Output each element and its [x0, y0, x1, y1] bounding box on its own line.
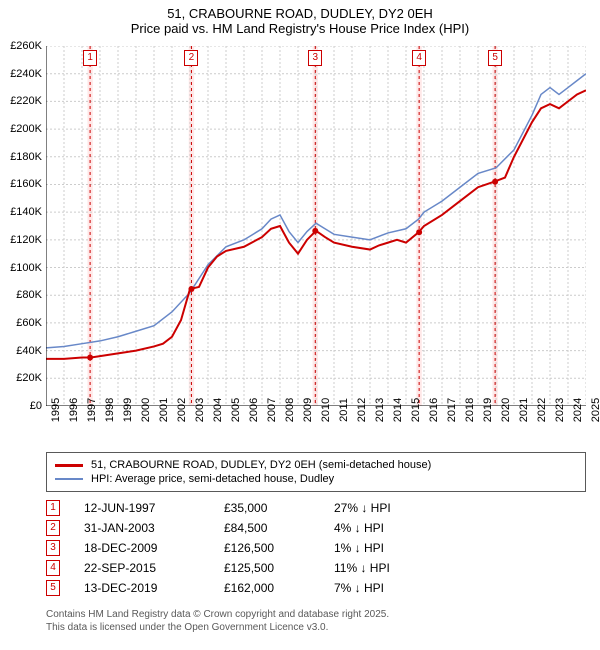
y-tick-label: £120K: [10, 234, 42, 246]
transaction-table: 1 12-JUN-1997£35,00027% ↓ HPI 2 31-JAN-2003…: [46, 496, 586, 600]
legend-item: HPI: Average price, semi-detached house,…: [55, 473, 577, 485]
x-tick-label: 2000: [140, 398, 152, 422]
chart-marker-2: 2: [184, 50, 198, 66]
legend-box: 51, CRABOURNE ROAD, DUDLEY, DY2 0EH (sem…: [46, 452, 586, 492]
transaction-marker: 1: [46, 500, 60, 516]
x-tick-label: 2013: [374, 398, 386, 422]
x-tick-label: 2014: [392, 398, 404, 422]
transaction-marker: 5: [46, 580, 60, 596]
chart-marker-1: 1: [83, 50, 97, 66]
y-tick-label: £160K: [10, 178, 42, 190]
y-axis-labels: £0£20K£40K£60K£80K£100K£120K£140K£160K£1…: [0, 46, 44, 406]
transaction-marker: 3: [46, 540, 60, 556]
transaction-row: 4 22-SEP-2015£125,50011% ↓ HPI: [46, 560, 586, 576]
x-tick-label: 2024: [572, 398, 584, 422]
legend-swatch: [55, 478, 83, 480]
transaction-date: 31-JAN-2003: [84, 521, 224, 535]
x-tick-label: 2005: [230, 398, 242, 422]
chart-svg: [46, 46, 586, 406]
x-tick-label: 2006: [248, 398, 260, 422]
y-tick-label: £80K: [16, 289, 42, 301]
x-tick-label: 2010: [320, 398, 332, 422]
x-axis-labels: 1995199619971998199920002001200220032004…: [46, 408, 586, 448]
x-tick-label: 2011: [338, 398, 350, 422]
chart-marker-5: 5: [488, 50, 502, 66]
legend-item: 51, CRABOURNE ROAD, DUDLEY, DY2 0EH (sem…: [55, 459, 577, 471]
x-tick-label: 2017: [446, 398, 458, 422]
y-tick-label: £140K: [10, 206, 42, 218]
footer-line2: This data is licensed under the Open Gov…: [46, 621, 389, 634]
x-tick-label: 2025: [590, 398, 600, 422]
transaction-price: £125,500: [224, 561, 334, 575]
transaction-row: 5 13-DEC-2019£162,0007% ↓ HPI: [46, 580, 586, 596]
x-tick-label: 2008: [284, 398, 296, 422]
x-tick-label: 2023: [554, 398, 566, 422]
y-tick-label: £200K: [10, 123, 42, 135]
chart-area: [46, 46, 586, 406]
x-tick-label: 2003: [194, 398, 206, 422]
transaction-price: £126,500: [224, 541, 334, 555]
y-tick-label: £60K: [16, 317, 42, 329]
transaction-price: £35,000: [224, 501, 334, 515]
transaction-row: 2 31-JAN-2003£84,5004% ↓ HPI: [46, 520, 586, 536]
x-tick-label: 2007: [266, 398, 278, 422]
transaction-row: 1 12-JUN-1997£35,00027% ↓ HPI: [46, 500, 586, 516]
transaction-pct: 7% ↓ HPI: [334, 581, 444, 595]
transaction-pct: 11% ↓ HPI: [334, 561, 444, 575]
x-tick-label: 2016: [428, 398, 440, 422]
y-tick-label: £40K: [16, 345, 42, 357]
transaction-date: 12-JUN-1997: [84, 501, 224, 515]
y-tick-label: £260K: [10, 40, 42, 52]
legend-swatch: [55, 464, 83, 467]
transaction-row: 3 18-DEC-2009£126,5001% ↓ HPI: [46, 540, 586, 556]
x-tick-label: 2022: [536, 398, 548, 422]
x-tick-label: 2019: [482, 398, 494, 422]
transaction-price: £84,500: [224, 521, 334, 535]
y-tick-label: £20K: [16, 372, 42, 384]
x-tick-label: 2001: [158, 398, 170, 422]
x-tick-label: 2002: [176, 398, 188, 422]
legend-label: HPI: Average price, semi-detached house,…: [91, 473, 334, 485]
transaction-date: 22-SEP-2015: [84, 561, 224, 575]
x-tick-label: 2012: [356, 398, 368, 422]
y-tick-label: £220K: [10, 95, 42, 107]
transaction-pct: 4% ↓ HPI: [334, 521, 444, 535]
x-tick-label: 1996: [68, 398, 80, 422]
y-tick-label: £0: [30, 400, 42, 412]
x-tick-label: 2015: [410, 398, 422, 422]
chart-container: 51, CRABOURNE ROAD, DUDLEY, DY2 0EH Pric…: [0, 0, 600, 650]
transaction-date: 13-DEC-2019: [84, 581, 224, 595]
title-subtitle: Price paid vs. HM Land Registry's House …: [0, 21, 600, 36]
transaction-pct: 1% ↓ HPI: [334, 541, 444, 555]
x-tick-label: 1995: [50, 398, 62, 422]
y-tick-label: £100K: [10, 262, 42, 274]
transaction-date: 18-DEC-2009: [84, 541, 224, 555]
transaction-marker: 2: [46, 520, 60, 536]
x-tick-label: 1998: [104, 398, 116, 422]
x-tick-label: 1997: [86, 398, 98, 422]
y-tick-label: £240K: [10, 68, 42, 80]
title-address: 51, CRABOURNE ROAD, DUDLEY, DY2 0EH: [0, 6, 600, 21]
chart-marker-3: 3: [308, 50, 322, 66]
x-tick-label: 2009: [302, 398, 314, 422]
y-tick-label: £180K: [10, 151, 42, 163]
footer-line1: Contains HM Land Registry data © Crown c…: [46, 608, 389, 621]
x-tick-label: 2021: [518, 398, 530, 422]
transaction-price: £162,000: [224, 581, 334, 595]
transaction-marker: 4: [46, 560, 60, 576]
footer-text: Contains HM Land Registry data © Crown c…: [46, 608, 389, 634]
legend-label: 51, CRABOURNE ROAD, DUDLEY, DY2 0EH (sem…: [91, 459, 431, 471]
x-tick-label: 2018: [464, 398, 476, 422]
chart-marker-4: 4: [412, 50, 426, 66]
title-block: 51, CRABOURNE ROAD, DUDLEY, DY2 0EH Pric…: [0, 0, 600, 36]
x-tick-label: 1999: [122, 398, 134, 422]
x-tick-label: 2004: [212, 398, 224, 422]
x-tick-label: 2020: [500, 398, 512, 422]
transaction-pct: 27% ↓ HPI: [334, 501, 444, 515]
